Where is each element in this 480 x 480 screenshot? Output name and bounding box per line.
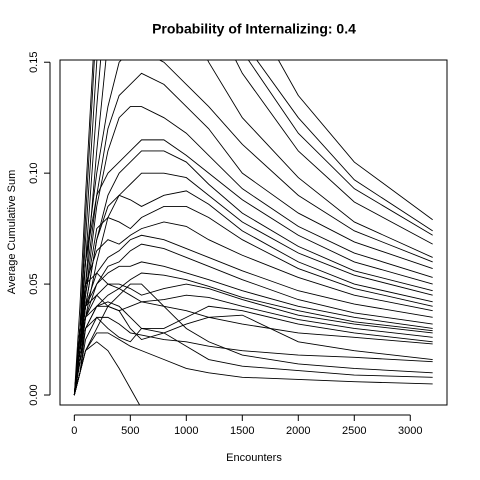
x-axis-label: Encounters (226, 452, 282, 464)
series-line (73, 221, 433, 396)
plot-frame (59, 59, 448, 406)
series-line (73, 341, 141, 405)
series-line (73, 60, 433, 396)
series-line (73, 106, 433, 396)
series-line (73, 72, 433, 396)
series-line (73, 294, 433, 396)
y-tick-label: 0.00 (28, 384, 40, 405)
series-line (73, 139, 433, 396)
x-tick-label: 2500 (342, 425, 366, 437)
series-line (73, 60, 433, 396)
y-axis-label: Average Cumulative Sum (6, 170, 18, 295)
series-line (73, 301, 433, 396)
series-line (73, 283, 433, 396)
x-tick-label: 2000 (286, 425, 310, 437)
y-tick-label: 0.10 (28, 162, 40, 183)
plot-area (73, 60, 433, 405)
x-tick-label: 1000 (174, 425, 198, 437)
series-line (73, 261, 433, 396)
y-tick-label: 0.15 (28, 52, 40, 73)
x-tick-label: 1500 (230, 425, 254, 437)
series-line (73, 234, 433, 396)
chart-title: Probability of Internalizing: 0.4 (152, 21, 356, 37)
series-line (73, 316, 433, 396)
series-line (73, 332, 433, 396)
series-line (73, 60, 433, 396)
series-line (73, 272, 433, 396)
y-tick-label: 0.05 (28, 273, 40, 294)
x-tick-label: 3000 (398, 425, 422, 437)
series-line (73, 190, 433, 396)
series-line (73, 316, 433, 396)
series-line (73, 60, 433, 396)
series-line (73, 287, 433, 396)
series-line (73, 283, 433, 396)
x-tick-label: 500 (121, 425, 139, 437)
series-line (73, 243, 433, 396)
x-tick-label: 0 (71, 425, 77, 437)
series-line (73, 301, 433, 396)
series-line (73, 60, 433, 396)
